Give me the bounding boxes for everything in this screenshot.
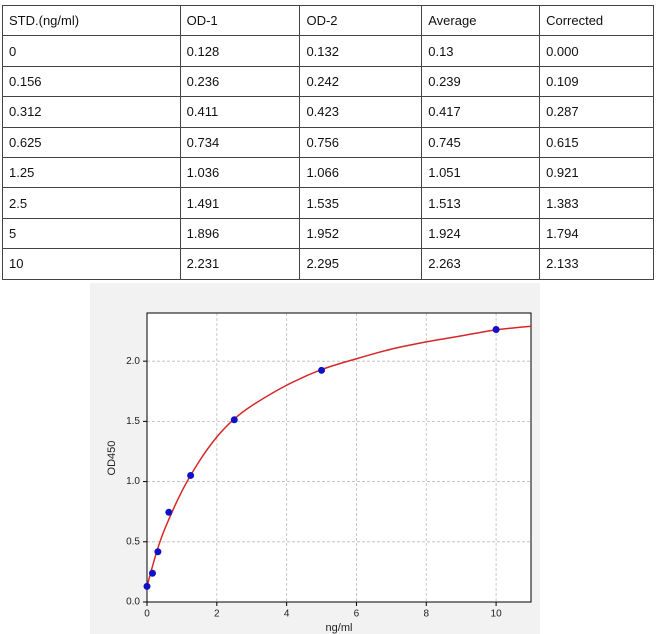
table-cell: 0.312 [2, 96, 181, 128]
table-cell: 2.231 [179, 248, 301, 280]
table-row: 0.625 0.734 0.756 0.745 0.615 [2, 126, 654, 158]
table-cell: OD-1 [179, 4, 301, 37]
table-row: 2.5 1.491 1.535 1.513 1.383 [2, 187, 654, 219]
table-cell: 1.896 [179, 217, 301, 250]
table-cell: 2.263 [421, 248, 541, 280]
table-cell: STD.(ng/ml) [2, 4, 181, 37]
table-cell: 1.535 [299, 187, 423, 219]
data-point [492, 325, 500, 333]
axes-frame [146, 312, 532, 603]
y-tick-label: 2.0 [126, 356, 140, 367]
table-cell: 1.036 [179, 156, 301, 189]
table-cell: 0.109 [539, 65, 654, 98]
table-cell: 0.615 [539, 126, 654, 158]
y-tick-label: 1.5 [126, 416, 140, 427]
table-cell: 2.5 [2, 187, 181, 219]
table-cell: 0.156 [2, 65, 181, 98]
table-cell: 1.491 [179, 187, 301, 219]
table-cell: 0.423 [299, 96, 423, 128]
data-point [143, 582, 151, 590]
table-cell: 0.236 [179, 65, 301, 98]
table-cell: 0.000 [539, 35, 654, 67]
table-cell: 1.924 [421, 217, 541, 250]
table-cell: 0.417 [421, 96, 541, 128]
x-axis-label: ng/ml [326, 622, 353, 634]
table-cell: 0.239 [421, 65, 541, 98]
table-cell: 0.242 [299, 65, 423, 98]
chart: ng/ml OD450 0 2 4 6 8 10 0.0 0.5 1.0 1.5 2.0 [90, 283, 540, 634]
table-cell: 0.734 [179, 126, 301, 158]
table-row: 10 2.231 2.295 2.263 2.133 [2, 248, 654, 280]
plot-area [147, 313, 531, 602]
y-tick-label: 1.0 [126, 476, 140, 487]
table-cell: 1.794 [539, 217, 654, 250]
table-cell: Corrected [539, 4, 654, 37]
table-cell: 10 [2, 248, 181, 280]
data-table: STD.(ng/ml) OD-1 OD-2 Average Corrected 0 0.12… [2, 4, 654, 280]
table-cell: 0.921 [539, 156, 654, 189]
table-row: 0.156 0.236 0.242 0.239 0.109 [2, 65, 654, 98]
table-cell: 0 [2, 35, 181, 67]
table-row: 1.25 1.036 1.066 1.051 0.921 [2, 156, 654, 189]
table-cell: 1.066 [299, 156, 423, 189]
x-tick-label: 4 [284, 609, 290, 620]
data-point [154, 548, 162, 556]
table-cell: 2.295 [299, 248, 423, 280]
table-cell: 1.513 [421, 187, 541, 219]
table-cell: 0.132 [299, 35, 423, 67]
y-axis-label: OD450 [106, 441, 118, 476]
table-cell: 0.411 [179, 96, 301, 128]
data-point [165, 508, 173, 516]
table-cell: 5 [2, 217, 181, 250]
x-tick-label: 6 [354, 609, 360, 620]
table-cell: 0.745 [421, 126, 541, 158]
table-row: 5 1.896 1.952 1.924 1.794 [2, 217, 654, 250]
x-tick-label: 10 [491, 609, 503, 620]
header-row: STD.(ng/ml) OD-1 OD-2 Average Corrected [2, 4, 654, 37]
table-cell: OD-2 [299, 4, 423, 37]
table-cell: 0.625 [2, 126, 181, 158]
table-cell: 0.13 [421, 35, 541, 67]
table-cell: 1.952 [299, 217, 423, 250]
x-tick-label: 2 [214, 609, 220, 620]
data-point [187, 471, 195, 479]
table-row: 0 0.128 0.132 0.13 0.000 [2, 35, 654, 67]
data-point [148, 569, 156, 577]
fit-curve [146, 325, 532, 587]
table-cell: 1.051 [421, 156, 541, 189]
table-cell: 0.128 [179, 35, 301, 67]
data-point [230, 416, 238, 424]
x-tick-label: 8 [423, 609, 429, 620]
x-tick-label: 0 [144, 609, 150, 620]
table-cell: 1.25 [2, 156, 181, 189]
table-cell: 0.287 [539, 96, 654, 128]
y-tick-label: 0.5 [126, 536, 140, 547]
table-cell: 2.133 [539, 248, 654, 280]
table-cell: 1.383 [539, 187, 654, 219]
table-cell: Average [421, 4, 541, 37]
table-row: 0.312 0.411 0.423 0.417 0.287 [2, 96, 654, 128]
table-cell: 0.756 [299, 126, 423, 158]
data-point [318, 366, 326, 374]
y-tick-label: 0.0 [126, 597, 140, 608]
